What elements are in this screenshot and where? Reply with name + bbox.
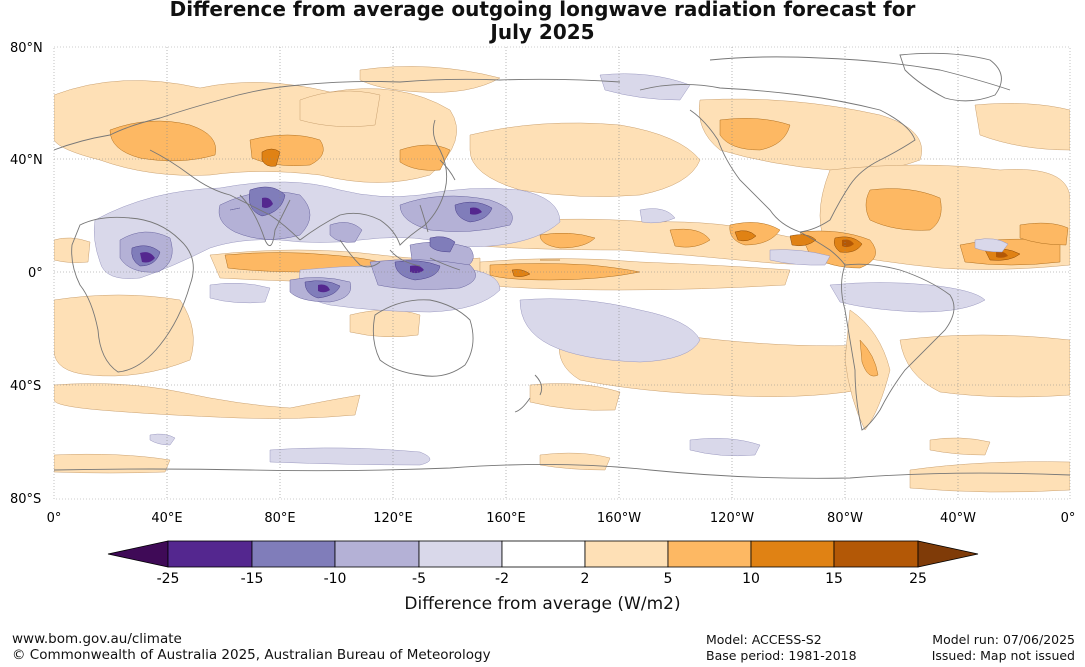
colorbar-tick: -25 xyxy=(157,571,180,587)
lat-label: 80°N xyxy=(10,41,43,56)
lon-label: 80°E xyxy=(264,511,295,526)
colorbar-tick: 2 xyxy=(581,571,590,587)
map-title: Difference from average outgoing longwav… xyxy=(0,0,1085,44)
colorbar-swatch xyxy=(167,540,253,568)
coastlines xyxy=(54,52,1070,479)
footer-run-info: Model run: 07/06/2025 Issued: Map not is… xyxy=(932,632,1075,664)
colorbar-tick: -2 xyxy=(495,571,509,587)
footer-left: www.bom.gov.au/climate © Commonwealth of… xyxy=(12,631,491,663)
colorbar-arrow-left xyxy=(107,540,169,568)
lon-label: 120°E xyxy=(373,511,413,526)
colorbar-tick: -15 xyxy=(241,571,264,587)
colorbar-tick: 15 xyxy=(825,571,843,587)
colorbar-tick: 10 xyxy=(742,571,760,587)
latitude-labels: 80°N 40°N 0° 40°S 80°S xyxy=(10,41,43,507)
colorbar-swatch xyxy=(667,540,752,568)
longitude-labels: 0° 40°E 80°E 120°E 160°E 160°W 120°W 80°… xyxy=(47,511,1076,526)
map-title-line2: July 2025 xyxy=(490,20,595,44)
footer-copyright: © Commonwealth of Australia 2025, Austra… xyxy=(12,647,491,663)
colorbar-tick: 5 xyxy=(664,571,673,587)
negative-anomaly-very-strong xyxy=(140,197,482,293)
colorbar-swatch xyxy=(501,540,586,568)
colorbar-swatch xyxy=(251,540,336,568)
colorbar-arrow-right xyxy=(917,540,979,568)
lon-label: 80°W xyxy=(827,511,863,526)
graticule xyxy=(54,47,1070,499)
colorbar-swatch xyxy=(418,540,503,568)
lat-label: 0° xyxy=(28,266,43,281)
footer-issued: Issued: Map not issued xyxy=(931,648,1075,663)
map-frame xyxy=(53,46,1071,500)
footer-base-period: Base period: 1981-2018 xyxy=(706,648,857,663)
lon-label: 160°W xyxy=(597,511,641,526)
lat-label: 80°S xyxy=(10,492,41,507)
lon-label: 0° xyxy=(47,511,62,526)
colorbar-swatch xyxy=(584,540,669,568)
colorbar: -25 -15 -10 -5 -2 2 5 10 15 25 xyxy=(107,540,979,587)
olr-anomaly-map: 80°N 40°N 0° 40°S 80°S 0° 40°E 80°E 120°… xyxy=(10,41,1076,587)
lat-label: 40°N xyxy=(10,153,43,168)
lon-label: 40°W xyxy=(940,511,976,526)
colorbar-tick: -10 xyxy=(324,571,347,587)
map-field xyxy=(54,47,1070,499)
lon-label: 160°E xyxy=(486,511,526,526)
footer-model-run: Model run: 07/06/2025 xyxy=(932,632,1075,647)
colorbar-tick: -5 xyxy=(412,571,426,587)
lon-label: 40°E xyxy=(151,511,182,526)
lat-label: 40°S xyxy=(10,379,41,394)
colorbar-title: Difference from average (W/m2) xyxy=(404,594,681,614)
lon-label: 120°W xyxy=(710,511,754,526)
colorbar-swatch xyxy=(750,540,835,568)
footer-model-info: Model: ACCESS-S2 Base period: 1981-2018 xyxy=(706,632,857,664)
map-title-line1: Difference from average outgoing longwav… xyxy=(169,0,916,21)
footer-url: www.bom.gov.au/climate xyxy=(12,631,182,647)
colorbar-tick: 25 xyxy=(909,571,927,587)
colorbar-swatch xyxy=(833,540,919,568)
footer-model: Model: ACCESS-S2 xyxy=(706,632,822,647)
colorbar-swatch xyxy=(334,540,420,568)
lon-label: 0° xyxy=(1061,511,1076,526)
